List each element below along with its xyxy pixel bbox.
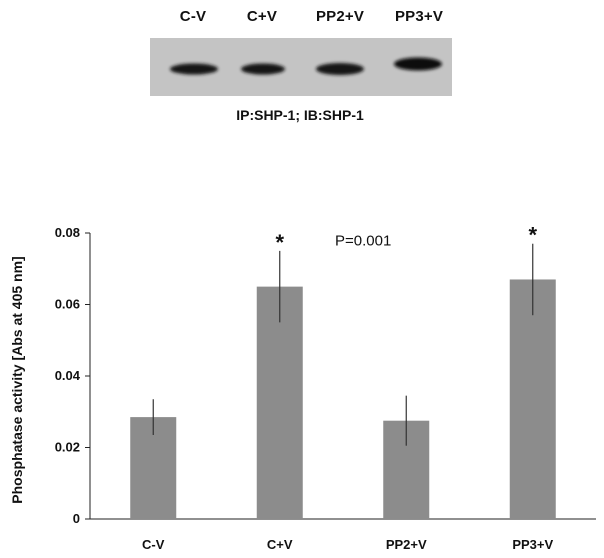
blot-band [316, 63, 364, 75]
blot-band [170, 63, 218, 75]
y-tick-label: 0.02 [55, 440, 80, 455]
p-value-annotation: P=0.001 [335, 233, 391, 250]
x-category-label: PP2+V [386, 537, 427, 552]
bar [256, 286, 303, 519]
x-category-label: PP3+V [512, 537, 553, 552]
blot-band [394, 57, 442, 71]
y-tick-label: 0.06 [55, 297, 80, 312]
y-axis-label: Phosphatase activity [Abs at 405 nm] [9, 256, 25, 503]
significance-star: * [528, 223, 537, 248]
y-tick-label: 0 [73, 511, 80, 526]
western-blot-image [150, 38, 452, 96]
blot-band [241, 63, 285, 75]
bar [509, 279, 556, 519]
blot-lane-label-c-v: C-V [179, 8, 207, 25]
y-tick-label: 0.04 [55, 368, 81, 383]
blot-lane-label-pp3-v: PP3+V [394, 8, 444, 25]
blot-lane-label-c-plus-v: C+V [246, 8, 278, 25]
x-category-label: C-V [142, 537, 165, 552]
blot-caption: IP:SHP-1; IB:SHP-1 [236, 107, 364, 123]
blot-lane-label-pp2-v: PP2+V [315, 8, 365, 25]
y-tick-label: 0.08 [55, 225, 80, 240]
x-category-label: C+V [267, 537, 293, 552]
significance-star: * [275, 230, 284, 255]
